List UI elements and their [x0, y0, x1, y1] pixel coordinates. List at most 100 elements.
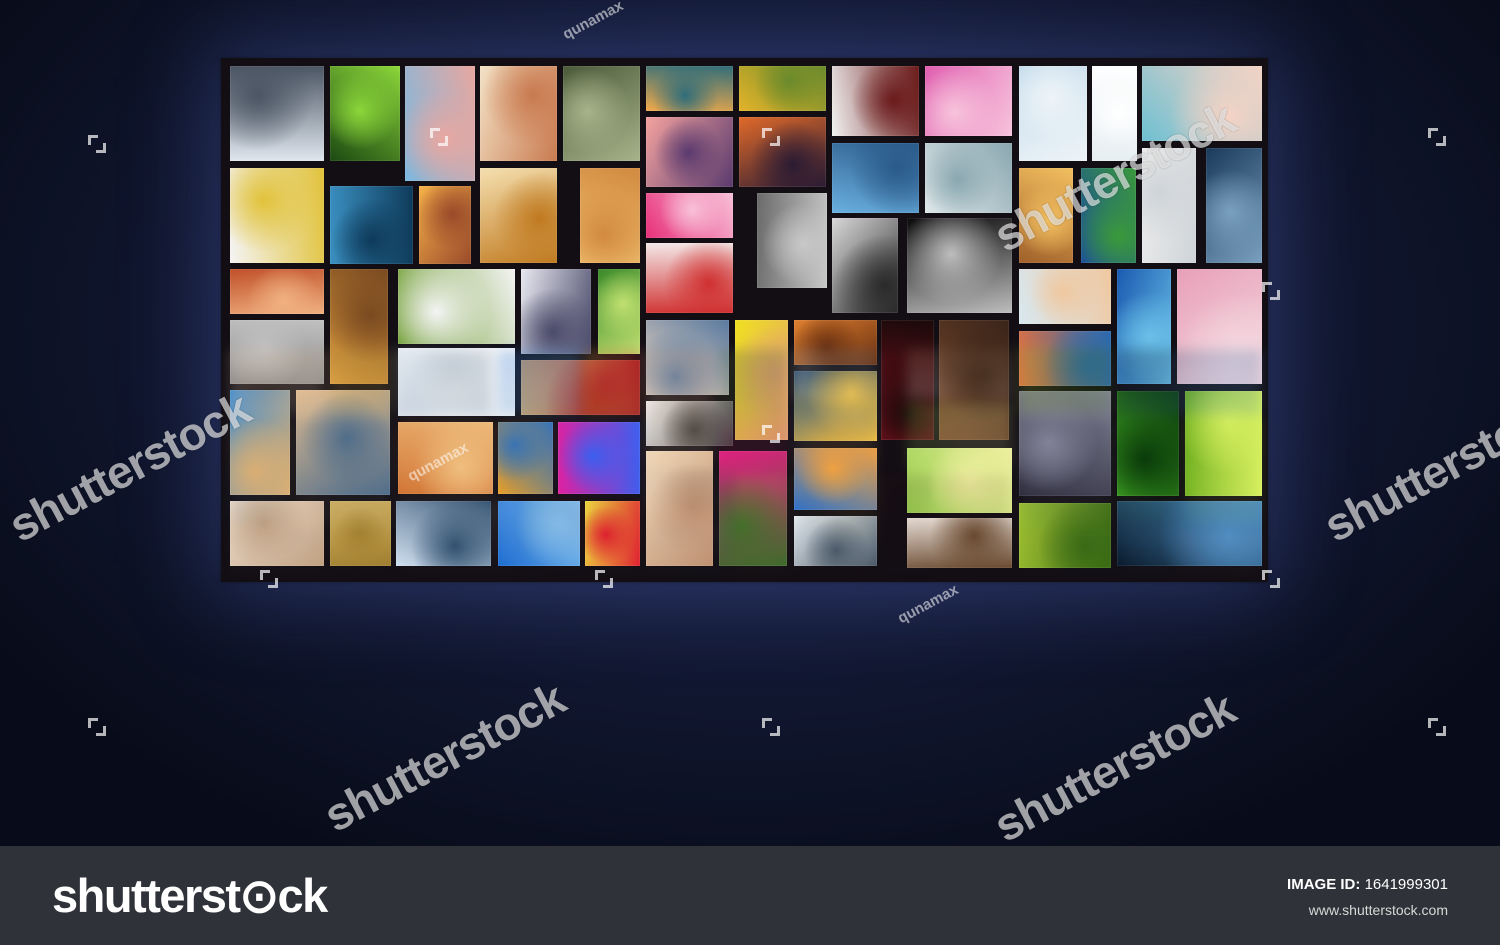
photo-tile [498, 422, 553, 494]
photo-tile [832, 218, 898, 313]
photo-tile [735, 320, 788, 440]
photo-tile [1117, 501, 1262, 566]
photo-tile [939, 320, 1009, 440]
photo-tile [925, 143, 1012, 213]
photo-tile [480, 168, 557, 263]
photo-tile [330, 350, 391, 415]
site-url-link[interactable]: www.shutterstock.com [1308, 902, 1448, 918]
photo-tile [398, 500, 515, 568]
photo-tile [498, 350, 580, 415]
photo-tile [1117, 269, 1171, 384]
watermark-icon [260, 570, 278, 588]
photo-tile [398, 348, 515, 416]
watermark-text: shutterstock [985, 681, 1244, 846]
photo-tile [1019, 348, 1111, 413]
photo-tile [925, 66, 1012, 136]
photo-tile [558, 422, 640, 494]
photo-tile [794, 475, 877, 545]
photo-tile [563, 66, 640, 161]
photo-tile [1019, 530, 1111, 584]
watermark-text: shutterstock [1315, 381, 1500, 552]
photo-tile [1019, 391, 1111, 496]
photo-tile [719, 350, 787, 465]
photo-tile [498, 422, 553, 494]
photo-tile [832, 143, 919, 213]
photo-tile [1092, 66, 1137, 161]
photo-tile [230, 269, 324, 314]
photo-tile [907, 218, 1012, 313]
photo-tile [907, 403, 1012, 468]
photo-tile [794, 448, 877, 510]
photo-tile [396, 501, 491, 566]
watermark-icon [88, 718, 106, 736]
image-id-value: 1641999301 [1364, 876, 1448, 893]
watermark-icon [1428, 128, 1446, 146]
photo-tile [396, 350, 491, 415]
watermark-text: shutterstock [315, 671, 574, 842]
photo-tile [907, 348, 1012, 398]
photo-tile [907, 448, 1012, 513]
photo-tile [330, 532, 388, 584]
photo-tile [1117, 532, 1171, 584]
shutterstock-logo[interactable]: shutterst⊙ck [52, 869, 328, 922]
photo-tile [646, 243, 733, 313]
watermark-icon [430, 128, 448, 146]
photo-tile [881, 476, 934, 584]
photo-tile [598, 269, 640, 354]
photo-tile [230, 390, 290, 495]
photo-tile [646, 451, 713, 566]
photo-tile [646, 66, 733, 111]
photo-tile [794, 350, 877, 400]
watermark-contributor: qunamax [560, 0, 627, 44]
photo-tile [739, 117, 826, 187]
watermark-icon [762, 128, 780, 146]
photo-tile [521, 269, 591, 354]
photo-tile [521, 360, 640, 415]
photo-tile [419, 186, 471, 264]
photo-tile [558, 422, 640, 494]
photo-tile [296, 390, 390, 495]
photo-tile [646, 521, 729, 584]
photo-tile [230, 168, 324, 263]
photo-tile [1081, 168, 1136, 263]
photo-tile [230, 421, 290, 526]
photo-tile [230, 66, 324, 161]
photo-tile [907, 518, 1012, 568]
photo-tile [230, 501, 324, 566]
image-id-label: IMAGE ID: [1287, 876, 1361, 893]
photo-tile [1019, 269, 1111, 324]
photo-tile [1019, 420, 1111, 525]
image-id: IMAGE ID: 1641999301 [1287, 876, 1448, 893]
photo-tile [646, 470, 733, 515]
photo-tile [646, 350, 713, 465]
photo-tile [585, 350, 640, 415]
photo-tile [646, 320, 729, 395]
photo-tile [1019, 66, 1087, 161]
photo-tile [646, 117, 733, 187]
photo-tile [498, 501, 580, 566]
photo-tile [757, 193, 827, 288]
photo-tile [330, 186, 413, 264]
photo-tile [794, 320, 877, 365]
photo-tile [398, 572, 515, 584]
photo-tile [1117, 391, 1179, 496]
photo-tile [794, 516, 877, 566]
photo-tile [1142, 66, 1262, 141]
photo-tile [735, 476, 788, 584]
photo-tile [230, 350, 324, 415]
photo-tile [1019, 331, 1111, 386]
watermark-text: shutterstock [0, 381, 259, 552]
photo-tile [1185, 391, 1262, 496]
photo-tile [1206, 148, 1262, 263]
watermark-icon [595, 570, 613, 588]
photo-tile [646, 401, 733, 446]
watermark-icon [762, 425, 780, 443]
photo-tile [1117, 420, 1179, 525]
photo-tile [330, 66, 400, 161]
watermark-icon [1262, 570, 1280, 588]
photo-tile [739, 66, 826, 111]
photo-tile [521, 501, 640, 556]
photo-tile [794, 406, 877, 468]
photo-tile [398, 422, 493, 494]
photo-tile [832, 66, 919, 136]
